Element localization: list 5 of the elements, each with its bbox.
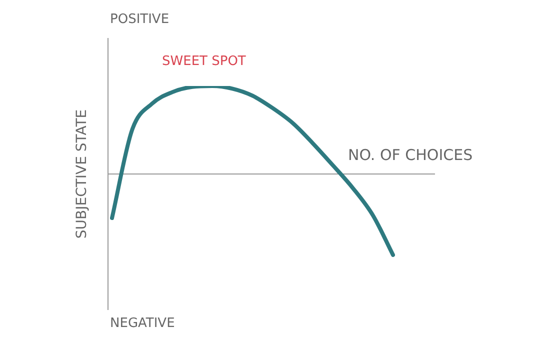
text: NEGATIVE: [110, 316, 175, 331]
text: SWEET SPOT: [162, 54, 246, 69]
x-axis-title: NO. OF CHOICES: [348, 146, 473, 164]
y-axis-title: SUBJECTIVE STATE: [73, 108, 91, 241]
text: POSITIVE: [110, 12, 170, 27]
